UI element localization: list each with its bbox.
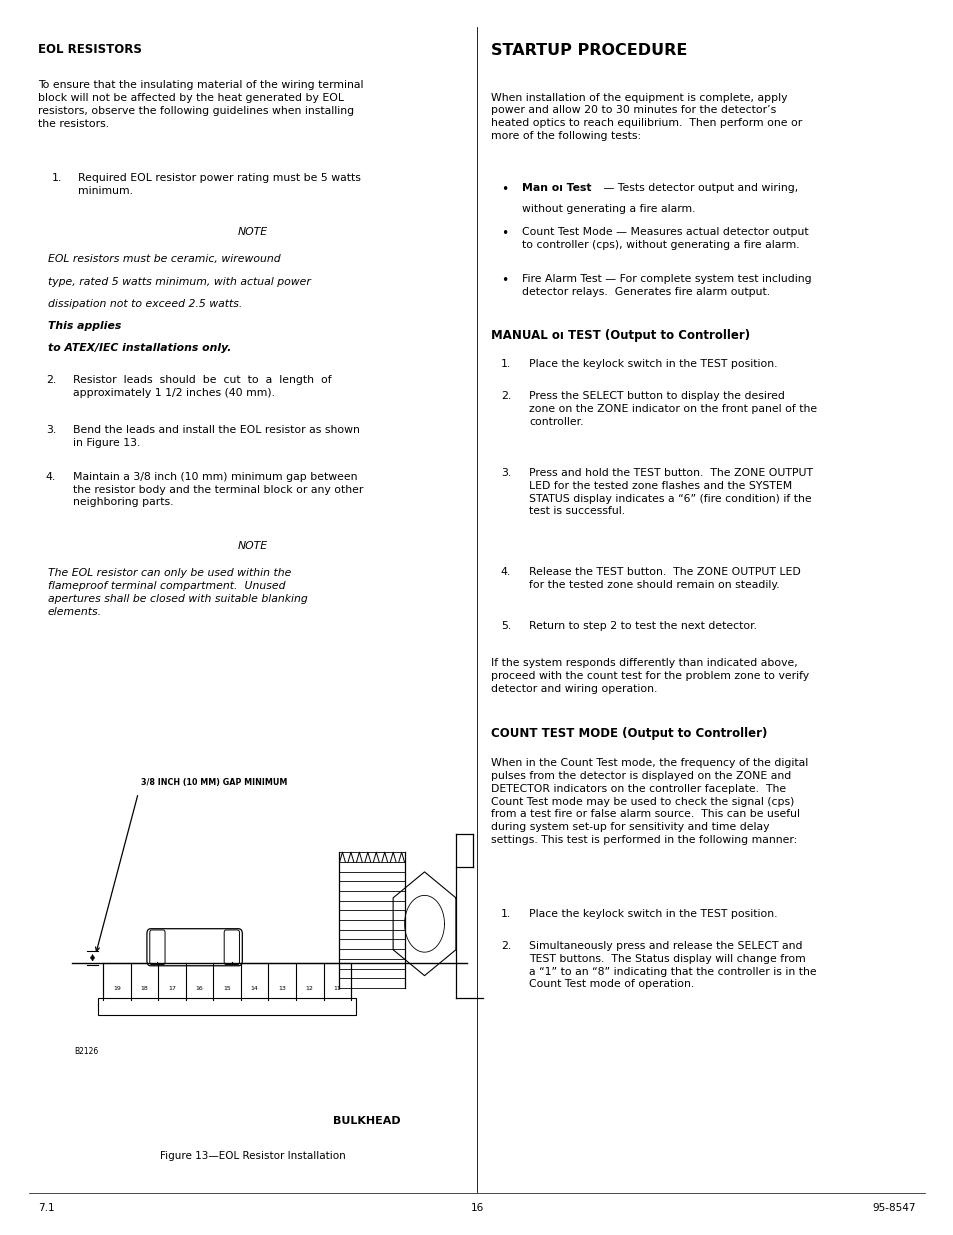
Text: STARTUP PROCEDURE: STARTUP PROCEDURE: [491, 43, 687, 58]
Text: EOL RESISTORS: EOL RESISTORS: [38, 43, 142, 57]
Text: 18: 18: [140, 986, 148, 990]
Text: When installation of the equipment is complete, apply
power and allow 20 to 30 m: When installation of the equipment is co…: [491, 93, 801, 141]
Text: Place the keylock switch in the TEST position.: Place the keylock switch in the TEST pos…: [529, 359, 777, 369]
Text: to ATEX/IEC installations only.: to ATEX/IEC installations only.: [48, 343, 231, 353]
Text: 3.: 3.: [500, 468, 511, 478]
Text: 19: 19: [112, 986, 121, 990]
Text: EOL resistors must be ceramic, wirewound: EOL resistors must be ceramic, wirewound: [48, 254, 280, 264]
Text: Place the keylock switch in the TEST position.: Place the keylock switch in the TEST pos…: [529, 909, 777, 919]
Text: 15: 15: [223, 986, 231, 990]
Text: 95-8547: 95-8547: [871, 1203, 915, 1213]
Text: 16: 16: [195, 986, 203, 990]
Text: 4.: 4.: [500, 567, 511, 577]
Text: This applies: This applies: [48, 321, 121, 331]
Text: •: •: [500, 274, 508, 288]
Text: Release the TEST button.  The ZONE OUTPUT LED
for the tested zone should remain : Release the TEST button. The ZONE OUTPUT…: [529, 567, 801, 589]
Text: 5.: 5.: [500, 621, 511, 631]
Text: 2.: 2.: [500, 941, 511, 951]
Text: Maintain a 3/8 inch (10 mm) minimum gap between
the resistor body and the termin: Maintain a 3/8 inch (10 mm) minimum gap …: [72, 472, 362, 508]
Text: •: •: [500, 183, 508, 196]
Text: Resistor  leads  should  be  cut  to  a  length  of
approximately 1 1/2 inches (: Resistor leads should be cut to a length…: [72, 375, 331, 398]
Text: dissipation not to exceed 2.5 watts.: dissipation not to exceed 2.5 watts.: [48, 299, 253, 309]
Text: Fire Alarm Test — For complete system test including
detector relays.  Generates: Fire Alarm Test — For complete system te…: [521, 274, 811, 296]
Text: Bend the leads and install the EOL resistor as shown
in Figure 13.: Bend the leads and install the EOL resis…: [72, 425, 359, 447]
Text: 11: 11: [333, 986, 341, 990]
Text: B2126: B2126: [74, 1047, 98, 1056]
Text: Press the SELECT button to display the desired
zone on the ZONE indicator on the: Press the SELECT button to display the d…: [529, 391, 817, 427]
Text: NOTE: NOTE: [237, 227, 268, 237]
Text: 16: 16: [470, 1203, 483, 1213]
Text: type, rated 5 watts minimum, with actual power: type, rated 5 watts minimum, with actual…: [48, 277, 311, 287]
FancyBboxPatch shape: [147, 929, 242, 966]
Text: If the system responds differently than indicated above,
proceed with the count : If the system responds differently than …: [491, 658, 808, 694]
FancyBboxPatch shape: [98, 998, 355, 1015]
Text: 2.: 2.: [46, 375, 56, 385]
Text: Count Test Mode — Measures actual detector output
to controller (cps), without g: Count Test Mode — Measures actual detect…: [521, 227, 807, 249]
Text: without generating a fire alarm.: without generating a fire alarm.: [521, 204, 695, 214]
Text: — Tests detector output and wiring,: — Tests detector output and wiring,: [599, 183, 798, 193]
Text: MANUAL oı TEST (Output to Controller): MANUAL oı TEST (Output to Controller): [491, 329, 750, 342]
Text: 1.: 1.: [500, 909, 511, 919]
Text: NOTE: NOTE: [237, 541, 268, 551]
Text: 4.: 4.: [46, 472, 56, 482]
FancyBboxPatch shape: [103, 963, 351, 1000]
Text: 1.: 1.: [51, 173, 62, 183]
Text: Simultaneously press and release the SELECT and
TEST buttons.  The Status displa: Simultaneously press and release the SEL…: [529, 941, 816, 989]
Text: To ensure that the insulating material of the wiring terminal
block will not be : To ensure that the insulating material o…: [38, 80, 363, 128]
Text: 14: 14: [251, 986, 258, 990]
Text: Man oı Test: Man oı Test: [521, 183, 591, 193]
Text: BULKHEAD: BULKHEAD: [334, 1116, 400, 1126]
Text: •: •: [500, 227, 508, 241]
Text: Figure 13—EOL Resistor Installation: Figure 13—EOL Resistor Installation: [160, 1151, 345, 1161]
Text: When in the Count Test mode, the frequency of the digital
pulses from the detect: When in the Count Test mode, the frequen…: [491, 758, 808, 845]
Text: 13: 13: [278, 986, 286, 990]
Text: 17: 17: [168, 986, 175, 990]
Text: 7.1: 7.1: [38, 1203, 54, 1213]
Text: 3/8 INCH (10 MM) GAP MINIMUM: 3/8 INCH (10 MM) GAP MINIMUM: [141, 778, 287, 787]
Text: Required EOL resistor power rating must be 5 watts
minimum.: Required EOL resistor power rating must …: [78, 173, 361, 195]
Text: Press and hold the TEST button.  The ZONE OUTPUT
LED for the tested zone flashes: Press and hold the TEST button. The ZONE…: [529, 468, 813, 516]
Text: COUNT TEST MODE (Output to Controller): COUNT TEST MODE (Output to Controller): [491, 727, 767, 741]
Text: 3.: 3.: [46, 425, 56, 435]
Text: The EOL resistor can only be used within the
flameproof terminal compartment.  U: The EOL resistor can only be used within…: [48, 568, 307, 616]
Text: Return to step 2 to test the next detector.: Return to step 2 to test the next detect…: [529, 621, 757, 631]
Text: 12: 12: [306, 986, 314, 990]
Text: 1.: 1.: [500, 359, 511, 369]
FancyBboxPatch shape: [224, 930, 239, 965]
Text: 2.: 2.: [500, 391, 511, 401]
FancyBboxPatch shape: [150, 930, 165, 965]
